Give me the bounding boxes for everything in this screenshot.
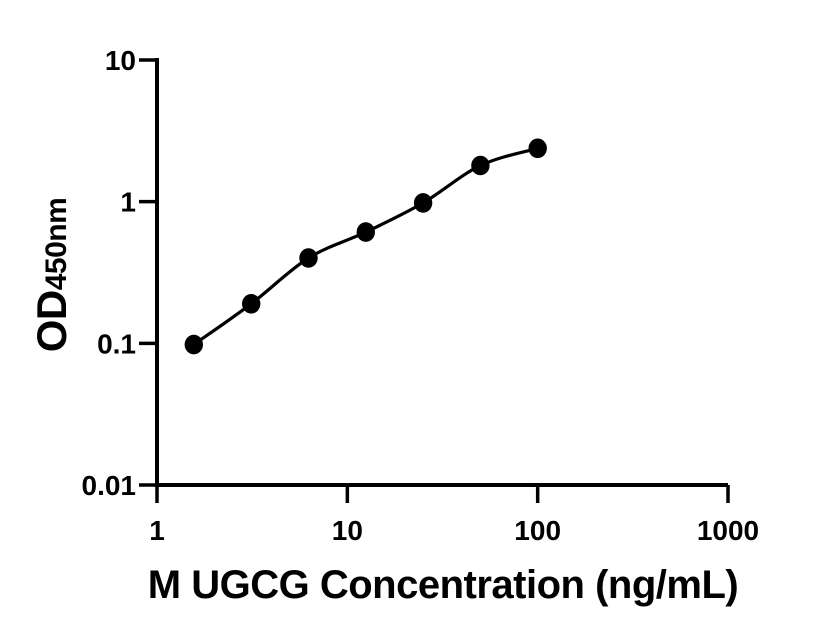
x-tick-label: 10 (332, 515, 363, 546)
x-tick-label: 1000 (697, 515, 759, 546)
y-axis-title-main: OD (28, 290, 75, 352)
y-tick-label: 1 (120, 187, 136, 218)
data-point (184, 334, 203, 355)
x-tick-label: 100 (514, 515, 561, 546)
tick-labels: 10 1 0.1 0.01 1 10 100 1000 (82, 45, 760, 546)
tick-marks (139, 58, 730, 503)
data-point (471, 155, 490, 176)
data-point (528, 138, 547, 159)
x-tick-label: 1 (149, 515, 165, 546)
data-point (242, 294, 261, 314)
x-axis-title: M UGCG Concentration (ng/mL) (148, 563, 738, 607)
data-point (413, 193, 433, 213)
y-axis-title: OD450nm (28, 198, 75, 353)
y-tick-label: 0.01 (82, 470, 137, 501)
data-point (299, 248, 318, 268)
data-point (356, 222, 375, 242)
y-axis-title-sub: 450nm (40, 198, 73, 291)
axis-spines (155, 58, 728, 487)
y-tick-label: 0.1 (97, 328, 136, 359)
fit-curve (192, 146, 540, 347)
data-series (184, 138, 547, 355)
y-tick-label: 10 (105, 45, 136, 76)
